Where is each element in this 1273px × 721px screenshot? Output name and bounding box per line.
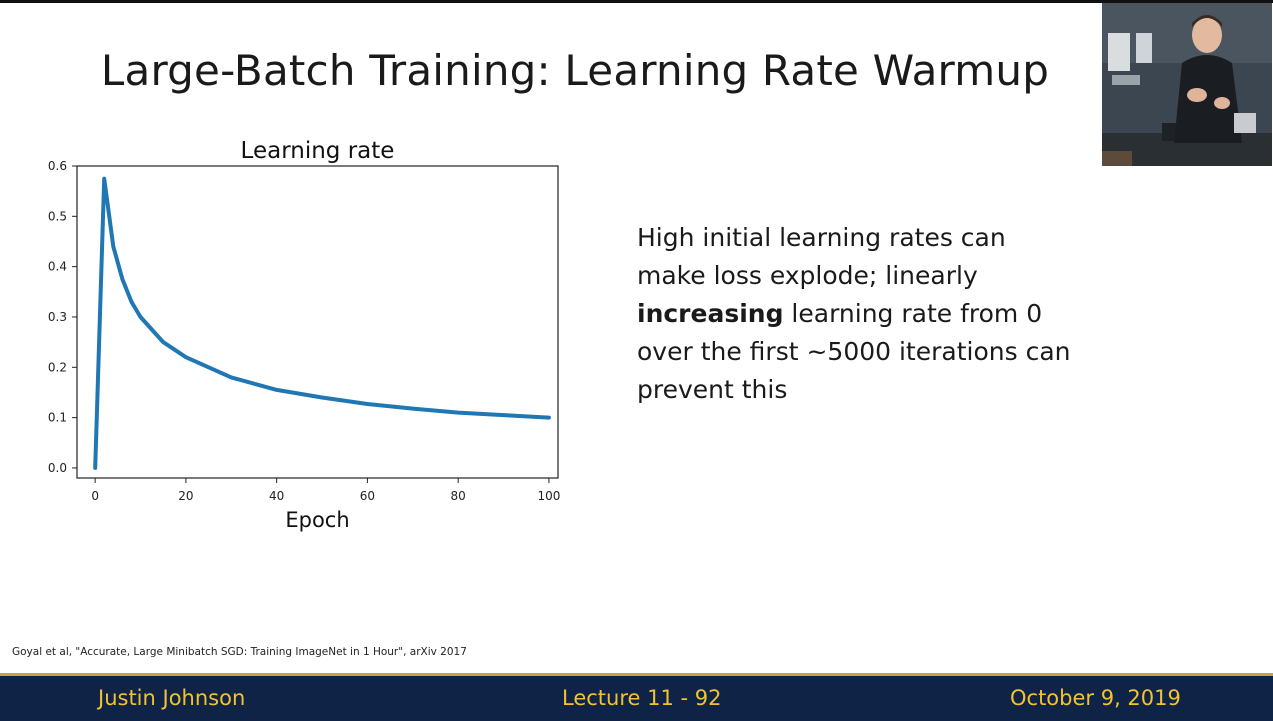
chart-title: Learning rate [241,138,395,164]
body-line-2: make loss explode; linearly [637,261,978,290]
footer-lecture: Lecture 11 - 92 [562,686,722,710]
body-emphasis: increasing [637,299,784,328]
y-tick-label: 0.0 [48,461,67,475]
y-tick-label: 0.6 [48,159,67,173]
webcam-feed [1102,3,1272,166]
plot-frame [76,165,559,479]
y-tick-label: 0.3 [48,310,67,324]
x-axis-label: Epoch [285,508,349,532]
body-line-5: prevent this [637,375,788,404]
x-tick-label: 100 [537,489,560,503]
slide-title: Large-Batch Training: Learning Rate Warm… [100,46,1050,95]
chart-svg: Learning rate 0.0 0.1 0.2 0.3 0.4 0.5 0.6 0 20 40 6… [48,138,560,532]
webcam-image [1102,3,1272,166]
y-tick-label: 0.2 [48,360,67,374]
x-tick-label: 20 [178,489,193,503]
learning-rate-series-line [93,176,551,470]
y-tick-label: 0.1 [48,411,67,425]
learning-rate-chart: Learning rate 0.0 0.1 0.2 0.3 0.4 0.5 0.6 0 20 40 6… [0,130,580,540]
x-tick-label: 80 [451,489,466,503]
footer-presenter: Justin Johnson [98,686,246,710]
body-line-4: over the first ~5000 iterations can [637,337,1071,366]
y-tick-label: 0.4 [48,260,67,274]
x-tick-label: 60 [360,489,375,503]
body-line-3-rest: learning rate from 0 [783,299,1043,328]
x-tick-label: 0 [91,489,99,503]
footer-bar: Justin Johnson Lecture 11 - 92 October 9… [0,673,1273,721]
body-line-1: High initial learning rates can [637,223,1006,252]
citation: Goyal et al, "Accurate, Large Minibatch … [12,646,467,658]
footer-date: October 9, 2019 [1010,686,1181,710]
y-tick-label: 0.5 [48,209,67,223]
body-line-3: increasing learning rate from 0 [637,295,1107,333]
x-tick-label: 40 [269,489,284,503]
top-border [0,0,1273,3]
body-text: High initial learning rates can make los… [637,219,1107,409]
